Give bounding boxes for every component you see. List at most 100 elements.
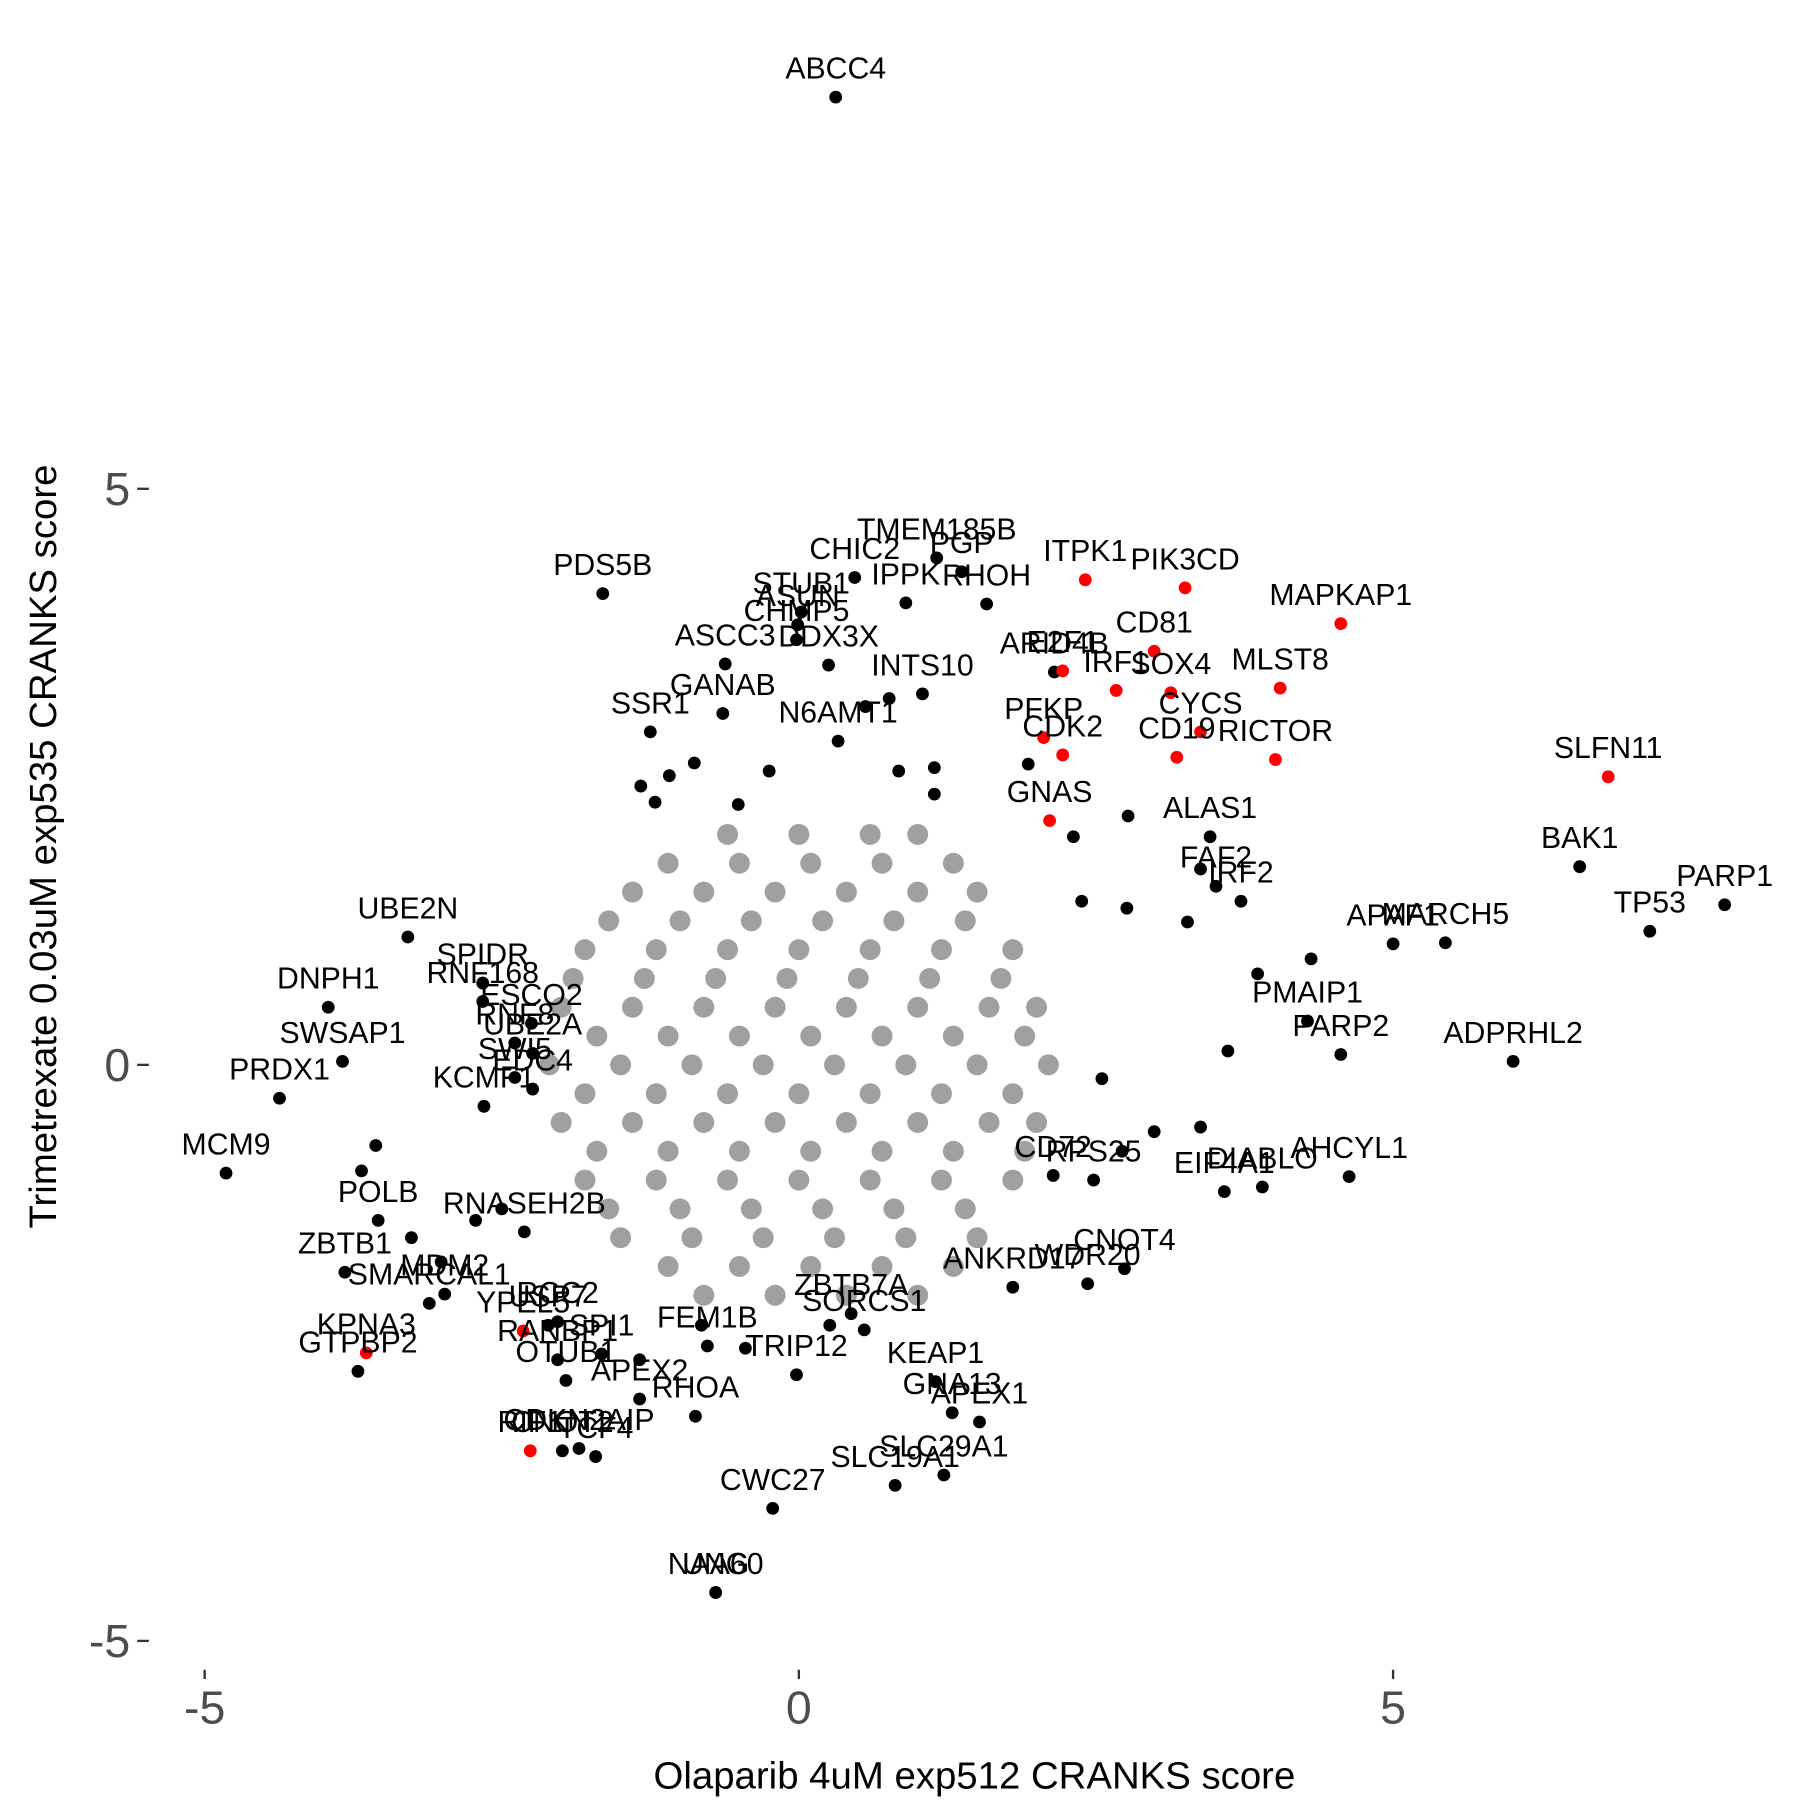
point: [1014, 1025, 1036, 1047]
point: [586, 1140, 608, 1162]
point-label: STUB1: [753, 567, 850, 600]
point: [728, 1256, 750, 1277]
point: [907, 1284, 929, 1306]
point-label: MCM9: [182, 1129, 271, 1162]
point: [1087, 1173, 1100, 1187]
point: [219, 1166, 233, 1180]
point: [717, 1169, 739, 1191]
y-tick-label: 5: [104, 463, 130, 515]
point: [822, 658, 835, 672]
point-label: YPEL5: [476, 1286, 570, 1319]
point: [871, 852, 893, 874]
point: [645, 1169, 667, 1191]
point-label: SWSAP1: [280, 1017, 406, 1050]
point: [717, 823, 739, 845]
point: [829, 90, 843, 104]
point: [824, 1227, 845, 1249]
point: [633, 1392, 647, 1406]
point: [728, 852, 750, 874]
point-label: CDKN2AIP: [503, 1404, 654, 1437]
point-label: AHCYL1: [1290, 1132, 1408, 1165]
point: [1026, 1111, 1048, 1133]
point: [831, 734, 845, 748]
point: [525, 1016, 538, 1030]
point: [1121, 809, 1135, 823]
point: [788, 1169, 810, 1191]
point-label: CHIC2: [809, 533, 900, 566]
point-label: MAPKAP1: [1269, 579, 1412, 612]
x-tick-label: 5: [1380, 1681, 1406, 1733]
point: [848, 571, 862, 584]
point: [1301, 1014, 1314, 1028]
point: [321, 1000, 335, 1014]
point-label: PFKP: [1004, 693, 1083, 726]
point-label: DIABLO: [1207, 1142, 1318, 1175]
point: [687, 756, 701, 770]
point: [835, 1111, 857, 1133]
point: [1066, 830, 1080, 844]
point-label: RNF168: [426, 957, 539, 990]
point-label: ZBTB1: [298, 1228, 392, 1261]
point: [859, 939, 881, 961]
point-label: EIF4A1: [1174, 1147, 1275, 1180]
point: [586, 1025, 608, 1047]
point-label: ANKRD17: [943, 1243, 1082, 1276]
point: [693, 996, 715, 1018]
point: [812, 1198, 834, 1220]
point: [955, 565, 969, 579]
point: [562, 967, 584, 989]
point: [788, 823, 810, 845]
point: [978, 1111, 1000, 1133]
point: [788, 1083, 810, 1105]
point-label: SSR1: [611, 687, 690, 720]
point-label: TMEM185B: [857, 513, 1017, 546]
point: [551, 1353, 565, 1367]
point: [538, 1054, 560, 1076]
point-label: APAF1: [1346, 899, 1440, 932]
point: [1194, 862, 1207, 876]
point: [752, 1054, 774, 1076]
point: [899, 596, 913, 610]
point: [766, 1502, 780, 1515]
point: [657, 852, 679, 874]
point: [1194, 725, 1207, 739]
point: [273, 1091, 286, 1105]
point-label: CNOT4: [1073, 1224, 1175, 1257]
point: [657, 1025, 679, 1047]
point-label: RPS25: [1046, 1135, 1142, 1168]
point: [929, 1375, 942, 1389]
point: [717, 1083, 739, 1105]
point: [1209, 879, 1223, 893]
point-label: FAF2: [1180, 842, 1252, 875]
point: [954, 910, 976, 932]
point: [966, 1227, 988, 1249]
point: [596, 587, 610, 601]
point-label: SOX4: [1131, 648, 1212, 681]
point: [610, 1054, 632, 1076]
point-label: ALAS1: [1163, 792, 1257, 825]
point: [551, 1315, 565, 1329]
point: [1601, 770, 1615, 784]
point-label: UBE2A: [483, 1009, 583, 1042]
point: [1643, 924, 1657, 938]
point: [645, 1083, 667, 1105]
point: [1386, 937, 1400, 951]
point: [740, 910, 762, 932]
point: [824, 1054, 845, 1076]
point: [681, 1054, 703, 1076]
point: [1043, 814, 1057, 828]
point-label: IRF1: [1083, 646, 1148, 679]
point: [752, 1227, 774, 1249]
point: [1056, 664, 1070, 678]
point: [669, 1198, 691, 1220]
point: [1334, 1048, 1348, 1061]
point: [336, 1055, 349, 1068]
point: [916, 687, 929, 701]
point-label: TRIP12: [745, 1330, 847, 1363]
point: [945, 1406, 959, 1420]
point: [633, 1353, 647, 1367]
point: [716, 707, 730, 720]
point: [574, 1169, 596, 1191]
point: [355, 1164, 368, 1178]
point: [574, 939, 596, 961]
